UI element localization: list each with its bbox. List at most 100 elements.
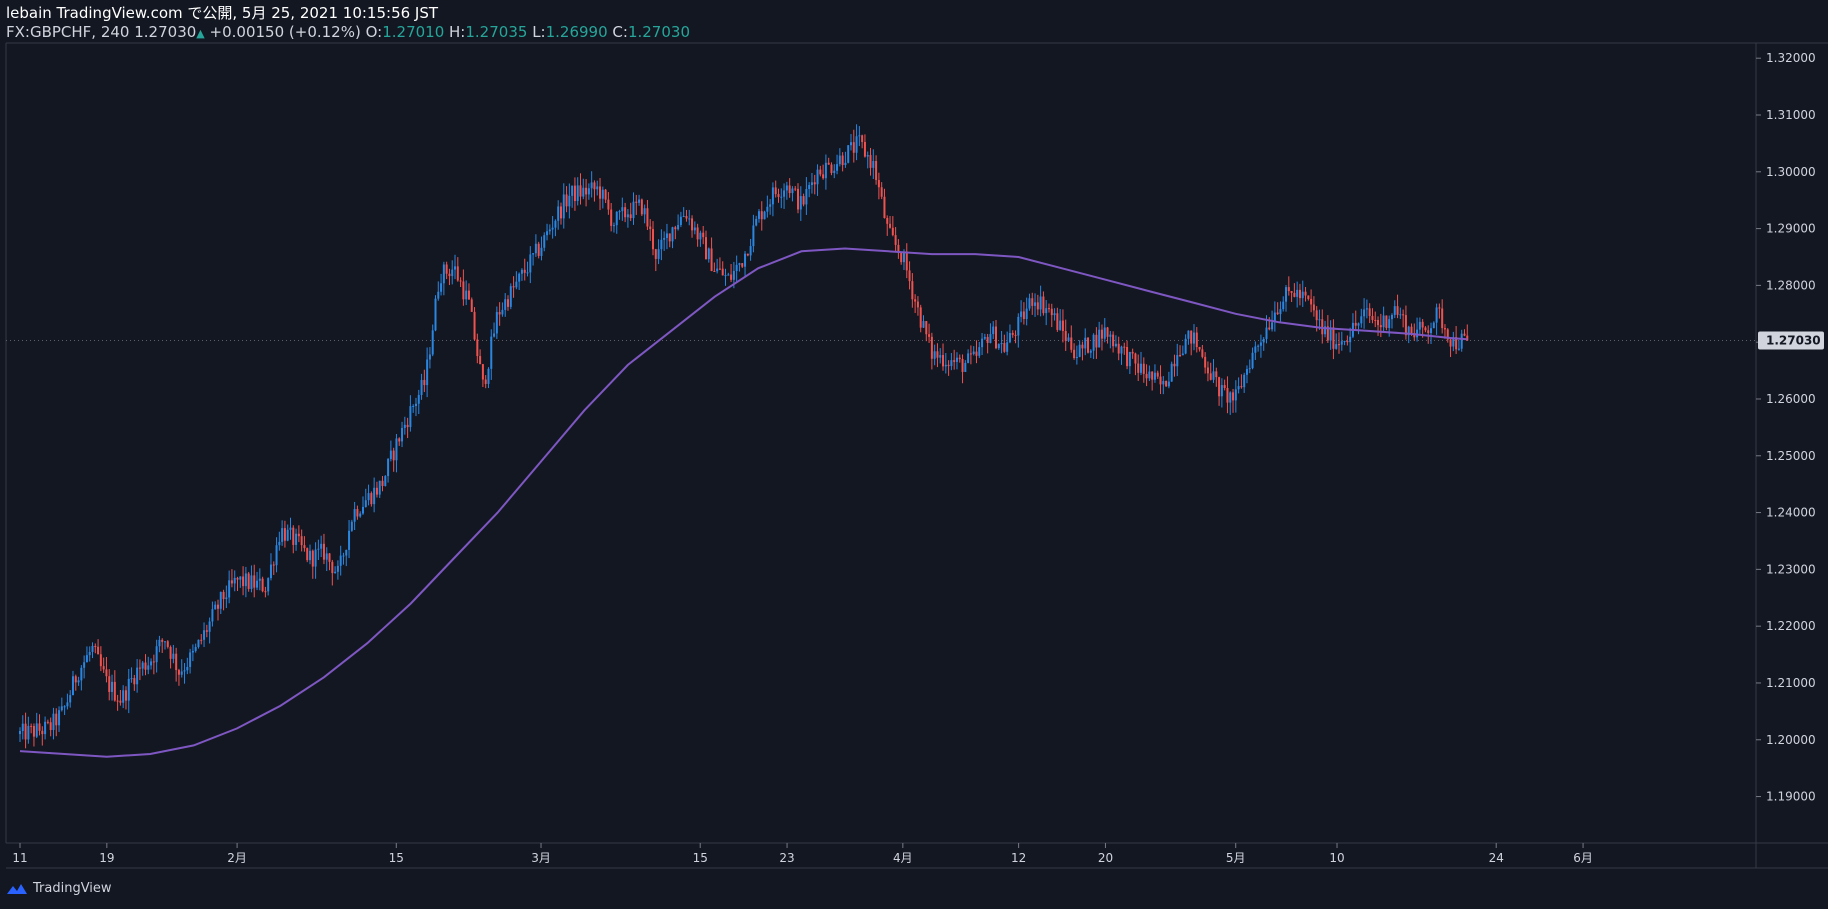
candle: [1204, 352, 1207, 374]
candle-body: [1307, 295, 1310, 299]
candle: [975, 340, 978, 364]
candle: [225, 585, 228, 609]
candle: [490, 329, 493, 380]
candle-body: [264, 591, 267, 593]
candle-body: [1416, 329, 1419, 338]
candle-body: [1042, 296, 1045, 314]
candle-body: [1243, 374, 1246, 388]
candle-body: [797, 188, 800, 210]
candle-body: [1237, 386, 1240, 390]
candle: [244, 566, 247, 598]
x-tick-label: 6月: [1573, 851, 1593, 865]
candle-body: [1446, 329, 1449, 340]
candle-body: [1008, 333, 1011, 343]
candle: [177, 668, 180, 686]
candle-body: [1192, 332, 1195, 344]
candle: [85, 646, 88, 663]
candle: [164, 641, 167, 650]
candle: [1070, 325, 1073, 353]
candle: [1126, 340, 1129, 370]
candle-body: [766, 206, 769, 212]
y-tick-label: 1.29000: [1766, 222, 1816, 236]
candle-body: [484, 379, 487, 384]
candle: [518, 272, 521, 290]
time-axis[interactable]: 11 19 2月 15 3月 15 23 4月 12 20 5月 10 24 6月: [12, 843, 1593, 865]
candle: [69, 690, 72, 708]
candle: [810, 172, 813, 194]
candle: [559, 202, 562, 225]
candle-body: [289, 527, 292, 530]
candle: [434, 295, 437, 332]
candle-body: [473, 311, 476, 340]
candle: [1254, 341, 1257, 360]
candle-body: [158, 639, 161, 647]
candle-body: [1173, 363, 1176, 367]
candle-body: [1073, 349, 1076, 359]
candle: [883, 188, 886, 219]
candle-body: [858, 135, 861, 137]
candle: [1276, 302, 1279, 315]
candle: [250, 565, 253, 593]
candle: [886, 215, 889, 236]
candle: [1176, 343, 1179, 377]
candle: [1377, 316, 1380, 336]
price-axis[interactable]: 1.19000 1.20000 1.21000 1.22000 1.23000 1.240…: [1756, 51, 1816, 804]
candle-body: [242, 576, 245, 587]
candle: [155, 639, 158, 673]
candle-body: [1022, 311, 1025, 319]
candle-body: [495, 312, 498, 334]
candle: [1432, 321, 1435, 329]
candle-body: [836, 164, 839, 171]
candle-body: [657, 249, 660, 259]
candle: [19, 727, 21, 742]
candle: [626, 209, 629, 228]
candle: [1151, 371, 1154, 391]
candle: [1106, 326, 1109, 344]
candle-body: [71, 676, 74, 696]
candle-body: [718, 268, 721, 270]
candle: [222, 589, 225, 611]
candle: [1460, 329, 1463, 352]
candle: [640, 198, 643, 217]
candle-body: [35, 723, 38, 737]
candle-body: [702, 232, 705, 238]
candle: [141, 660, 144, 676]
candle: [1365, 299, 1368, 319]
candle-body: [509, 286, 512, 307]
candle-body: [177, 670, 180, 675]
candle-body: [1343, 341, 1346, 343]
candle-body: [191, 650, 194, 653]
candle-body: [1449, 339, 1452, 347]
candle-body: [467, 290, 470, 300]
candle: [1335, 333, 1338, 350]
candle: [1360, 308, 1363, 328]
candle: [599, 178, 602, 211]
candlestick-series[interactable]: [19, 124, 1469, 749]
candle: [194, 643, 197, 653]
candle-body: [423, 379, 426, 386]
candle: [437, 281, 440, 301]
tradingview-brand[interactable]: TradingView: [6, 881, 112, 896]
moving-average-line[interactable]: [19, 247, 1468, 758]
candle: [484, 375, 487, 389]
candle-body: [1335, 344, 1338, 349]
candle-body: [947, 364, 950, 367]
candle: [665, 223, 668, 250]
candle: [300, 529, 303, 552]
candle-body: [336, 565, 339, 572]
candle: [933, 344, 936, 366]
candle-body: [1441, 308, 1444, 329]
candle: [216, 599, 219, 621]
candle: [827, 157, 830, 165]
candle-body: [863, 141, 866, 157]
candle: [1424, 326, 1427, 333]
candle: [409, 395, 412, 432]
candle: [381, 476, 384, 492]
candle-body: [660, 239, 663, 250]
candle-body: [1151, 371, 1154, 380]
candle-body: [1455, 337, 1458, 350]
candle: [197, 639, 200, 649]
candle-body: [808, 185, 811, 190]
candle: [1011, 330, 1014, 338]
